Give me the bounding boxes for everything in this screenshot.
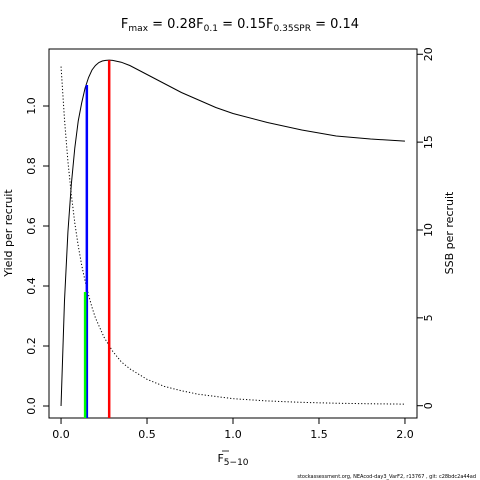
- y-axis-title: Yield per recruit: [2, 189, 15, 278]
- title-fspr-sub: 0.35SPR: [274, 24, 311, 34]
- reference-lines: [83, 60, 111, 418]
- title-fmax-value: = 0.28: [148, 17, 196, 32]
- title-fmax-sub: max: [128, 24, 148, 34]
- y-axis-left: 0.0 0.2 0.4 0.6 0.8 1.0: [25, 97, 49, 415]
- yield-per-recruit-line: [60, 59, 405, 407]
- y2-tick-label: 15: [422, 135, 435, 149]
- x-tick-label: 0.0: [52, 428, 70, 441]
- y2-tick-label: 10: [422, 223, 435, 237]
- y-tick-label: 0.6: [25, 217, 38, 235]
- x-tick-label: 2.0: [396, 428, 414, 441]
- ssb-per-recruit-line: [60, 66, 405, 405]
- y2-tick-label: 5: [422, 314, 435, 321]
- y-tick-label: 0.2: [25, 337, 38, 355]
- y2-tick-label: 20: [422, 47, 435, 61]
- x-axis-title-main: F: [217, 452, 223, 465]
- x-tick-label: 1.0: [224, 428, 242, 441]
- plot-frame: [48, 48, 418, 419]
- x-axis: 0.0 0.5 1.0 1.5 2.0: [52, 418, 414, 441]
- title-f01-label: F: [196, 17, 203, 32]
- x-axis-title-sub: 5−10: [224, 458, 249, 468]
- y-tick-label: 0.8: [25, 157, 38, 175]
- title-f01-value: = 0.15: [218, 17, 266, 32]
- y2-axis-title: SSB per recruit: [443, 191, 456, 274]
- y-tick-label: 0.0: [25, 397, 38, 415]
- title-f01-sub: 0.1: [204, 24, 218, 34]
- x-axis-title: F5−10: [217, 452, 248, 468]
- y-axis-right: 0 5 10 15 20: [417, 47, 435, 409]
- y2-tick-label: 0: [422, 402, 435, 409]
- chart-title: Fmax = 0.28F0.1 = 0.15F0.35SPR = 0.14: [121, 17, 359, 34]
- title-fspr-label: F: [266, 17, 273, 32]
- x-tick-label: 0.5: [138, 428, 156, 441]
- footer-text: stockassessment.org, NEAcod-day3_VarF2, …: [297, 474, 476, 480]
- y-tick-label: 1.0: [25, 97, 38, 115]
- title-fmax-label: F: [121, 17, 128, 32]
- y-tick-label: 0.4: [25, 277, 38, 295]
- title-fspr-value: = 0.14: [311, 17, 359, 32]
- x-tick-label: 1.5: [310, 428, 328, 441]
- series-layer: [60, 59, 405, 407]
